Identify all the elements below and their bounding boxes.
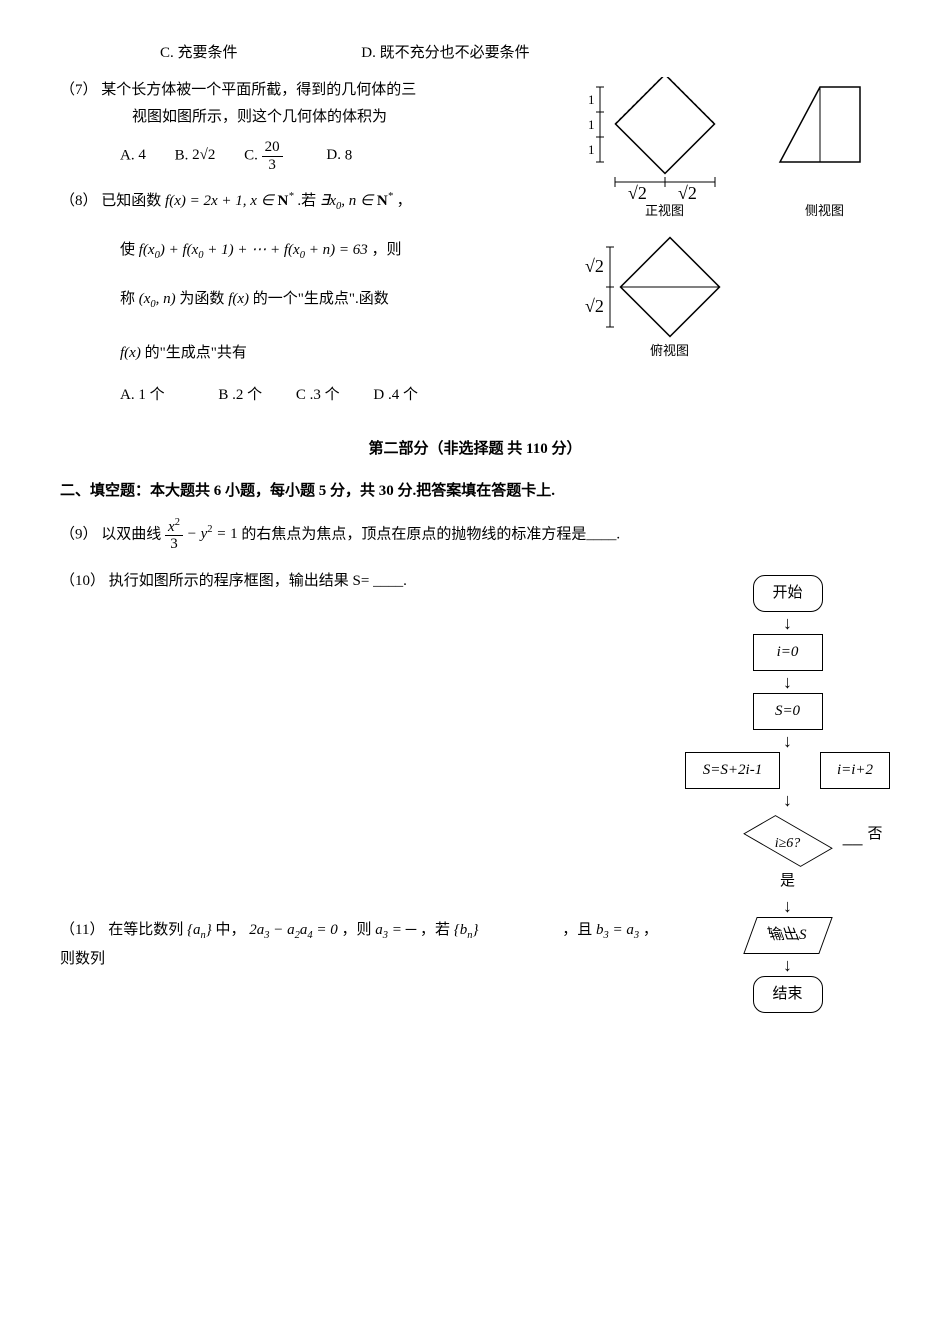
q11: （11） 在等比数列 {an} 中， 2a3 − a2a4 = 0 ，则 a3 … bbox=[60, 917, 890, 1013]
q8-choice-a: A. 1 个 bbox=[120, 387, 165, 403]
fc-arrow-4: ↓ bbox=[783, 789, 792, 811]
q11-formula2: a3 = ─ bbox=[375, 922, 416, 938]
q9-frac-num: x2 bbox=[165, 517, 183, 537]
q10-label: （10） bbox=[60, 573, 105, 589]
q9-rest-formula: − y2 = 1 bbox=[187, 526, 238, 542]
q7-c-frac: 20 3 bbox=[262, 139, 283, 173]
fc-yes-label: 是 bbox=[780, 868, 795, 895]
q8-formula2: ∃x0, n ∈ N* bbox=[320, 193, 393, 209]
q9-text1: 以双曲线 bbox=[101, 526, 161, 542]
q6-choices: C. 充要条件 D. 既不充分也不必要条件 bbox=[60, 40, 890, 67]
q7-c-den: 3 bbox=[262, 157, 283, 174]
q8-line3: 称 (x0, n) 为函数 f(x) 的一个"生成点".函数 bbox=[60, 286, 890, 315]
fc-step3: S=S+2i-1 bbox=[685, 752, 780, 789]
q8-text3: ， bbox=[397, 193, 412, 209]
q8-label: （8） bbox=[60, 193, 98, 209]
q7-b-label: B. bbox=[175, 147, 189, 163]
q11-formula3: b3 = a3 bbox=[596, 922, 639, 938]
q11-text4: ，若 bbox=[420, 922, 450, 938]
q7: （7） 某个长方体被一个平面所截，得到的几何体的三 视图如图所示，则这个几何体的… bbox=[60, 77, 890, 173]
q7-label: （7） bbox=[60, 82, 98, 98]
fc-arrow-1: ↓ bbox=[783, 612, 792, 634]
q8-text2: .若 bbox=[297, 193, 316, 209]
q8-formula1: f(x) = 2x + 1, x ∈ N* bbox=[165, 193, 294, 209]
q8-formula4: (x0, n) bbox=[139, 291, 180, 307]
q6-choice-d: D. 既不充分也不必要条件 bbox=[361, 40, 529, 67]
q7-text2-line: 视图如图所示，则这个几何体的体积为 bbox=[60, 104, 890, 131]
q8-line2: 使 f(x0) + f(x0 + 1) + ⋯ + f(x0 + n) = 63… bbox=[60, 237, 890, 266]
q10: （10） 执行如图所示的程序框图，输出结果 S= ____. bbox=[60, 568, 890, 595]
q11-text3: ，则 bbox=[341, 922, 371, 938]
q7-d-val: 8 bbox=[345, 147, 353, 163]
part2-title: 第二部分（非选择题 共 110 分） bbox=[60, 436, 890, 463]
q8-formula5: f(x) bbox=[228, 291, 253, 307]
q8-text5: ，则 bbox=[371, 242, 401, 258]
q8-line4: f(x) 的"生成点"共有 bbox=[60, 340, 890, 367]
q8: （8） 已知函数 f(x) = 2x + 1, x ∈ N* .若 ∃x0, n… bbox=[60, 188, 890, 409]
q9-label: （9） bbox=[60, 526, 98, 542]
q7-c-num: 20 bbox=[262, 139, 283, 157]
fc-arrow-2: ↓ bbox=[783, 671, 792, 693]
q11-formula1: 2a3 − a2a4 = 0 bbox=[249, 922, 338, 938]
q11-text2: 中， bbox=[215, 922, 245, 938]
fc-no-arrow: ── bbox=[843, 833, 863, 858]
q8-text6: 称 bbox=[120, 291, 135, 307]
q8-formula6: f(x) bbox=[120, 345, 145, 361]
q9-frac: x2 3 bbox=[165, 517, 183, 553]
q8-text8: 的一个"生成点".函数 bbox=[253, 291, 389, 307]
q11-label: （11） bbox=[60, 922, 104, 938]
fc-no-label: 否 bbox=[867, 821, 882, 848]
q9-text3: 的右焦点为焦点，顶点在原点的抛物线的标准方程是____. bbox=[241, 526, 620, 542]
q8-text4: 使 bbox=[120, 242, 135, 258]
q8-choice-c: C .3 个 bbox=[296, 387, 340, 403]
q7-b-val: 2√2 bbox=[192, 147, 215, 163]
q8-choice-d: D .4 个 bbox=[373, 387, 418, 403]
part2-header: 二、填空题：本大题共 6 小题，每小题 5 分，共 30 分.把答案填在答题卡上… bbox=[60, 478, 890, 505]
q11-text1: 在等比数列 bbox=[108, 922, 183, 938]
fc-step2: S=0 bbox=[753, 693, 823, 730]
q7-text2: 视图如图所示，则这个几何体的体积为 bbox=[132, 109, 387, 125]
fc-arrow-5: ↓ bbox=[783, 895, 792, 917]
fc-step1: i=0 bbox=[753, 634, 823, 671]
fc-cond-text: i≥6? bbox=[743, 831, 833, 856]
q11-text5: ，且 bbox=[562, 922, 592, 938]
q11-seq1: {an} bbox=[187, 922, 212, 938]
fc-diamond: i≥6? bbox=[743, 816, 833, 866]
fc-arrow-3: ↓ bbox=[783, 730, 792, 752]
q6-choice-c: C. 充要条件 bbox=[160, 40, 238, 67]
q7-d-label: D. bbox=[326, 147, 341, 163]
q8-formula3: f(x0) + f(x0 + 1) + ⋯ + f(x0 + n) = 63 bbox=[139, 242, 368, 258]
q8-text9: 的"生成点"共有 bbox=[145, 345, 247, 361]
q10-text: 执行如图所示的程序框图，输出结果 S= ____. bbox=[109, 573, 407, 589]
q7-a-label: A. bbox=[120, 147, 135, 163]
q8-choices: A. 1 个 B .2 个 C .3 个 D .4 个 bbox=[60, 382, 890, 409]
q9-frac-den: 3 bbox=[165, 536, 183, 553]
q9: （9） 以双曲线 x2 3 − y2 = 1 的右焦点为焦点，顶点在原点的抛物线… bbox=[60, 517, 890, 553]
q7-choices: A. 4 B. 2√2 C. 20 3 D. 8 bbox=[60, 139, 890, 173]
q8-text7: 为函数 bbox=[179, 291, 224, 307]
q7-text1: 某个长方体被一个平面所截，得到的几何体的三 bbox=[101, 82, 416, 98]
q7-a-val: 4 bbox=[138, 147, 146, 163]
fc-row-loop: S=S+2i-1 i=i+2 bbox=[685, 752, 890, 789]
q11-seq2: {bn} bbox=[454, 922, 479, 938]
q8-choice-b: B .2 个 bbox=[218, 387, 262, 403]
fc-cond-wrap: i≥6? 否 ── bbox=[743, 811, 833, 871]
q7-c-label: C. bbox=[244, 147, 258, 163]
fc-step-side: i=i+2 bbox=[820, 752, 890, 789]
q8-text1: 已知函数 bbox=[101, 193, 161, 209]
